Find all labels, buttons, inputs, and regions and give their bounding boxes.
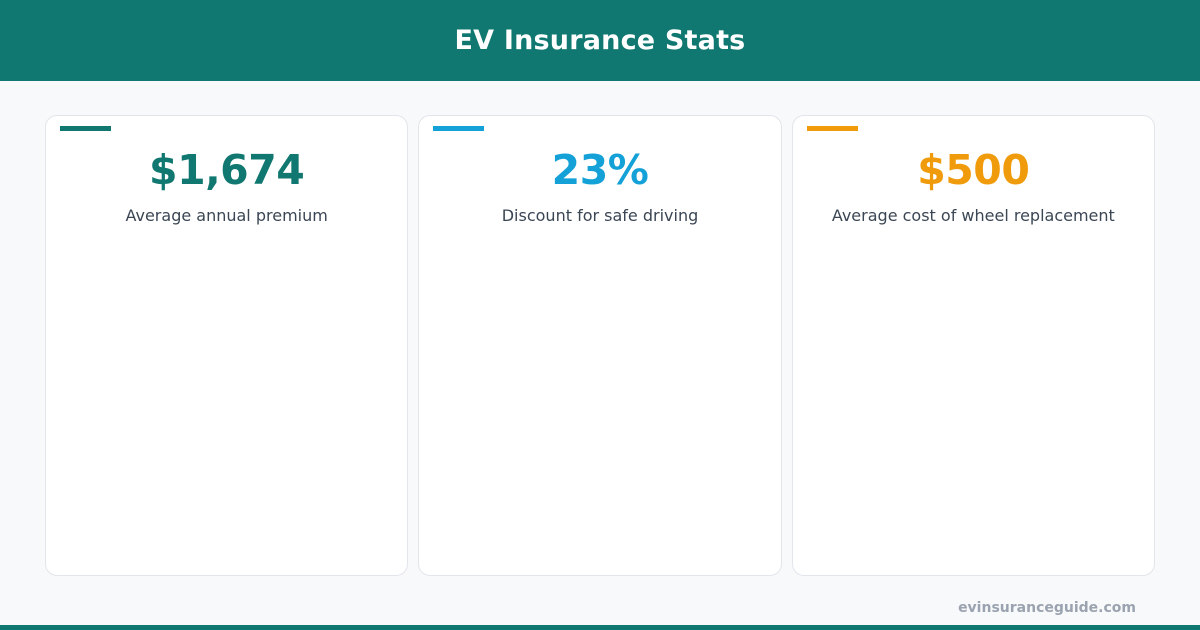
stat-value: 23% xyxy=(551,146,649,194)
accent-bar xyxy=(433,126,485,131)
accent-bar xyxy=(806,126,858,131)
bottom-bar xyxy=(0,625,1200,630)
stat-card-wheel: $500 Average cost of wheel replacement xyxy=(791,115,1155,576)
header-banner: EV Insurance Stats xyxy=(0,0,1200,81)
stat-label: Discount for safe driving xyxy=(501,206,699,225)
accent-bar xyxy=(60,126,111,131)
footer-site-link[interactable]: evinsuranceguide.com xyxy=(958,600,1136,616)
stat-card-premium: $1,674 Average annual premium xyxy=(45,115,409,576)
stat-label: Average annual premium xyxy=(125,206,328,225)
stat-cards: $1,674 Average annual premium 23% Discou… xyxy=(45,115,1155,576)
stat-value: $1,674 xyxy=(149,146,305,194)
stat-card-discount: 23% Discount for safe driving xyxy=(418,115,782,576)
stat-label: Average cost of wheel replacement xyxy=(831,206,1115,225)
stat-value: $500 xyxy=(917,146,1030,194)
page-title: EV Insurance Stats xyxy=(454,25,746,56)
